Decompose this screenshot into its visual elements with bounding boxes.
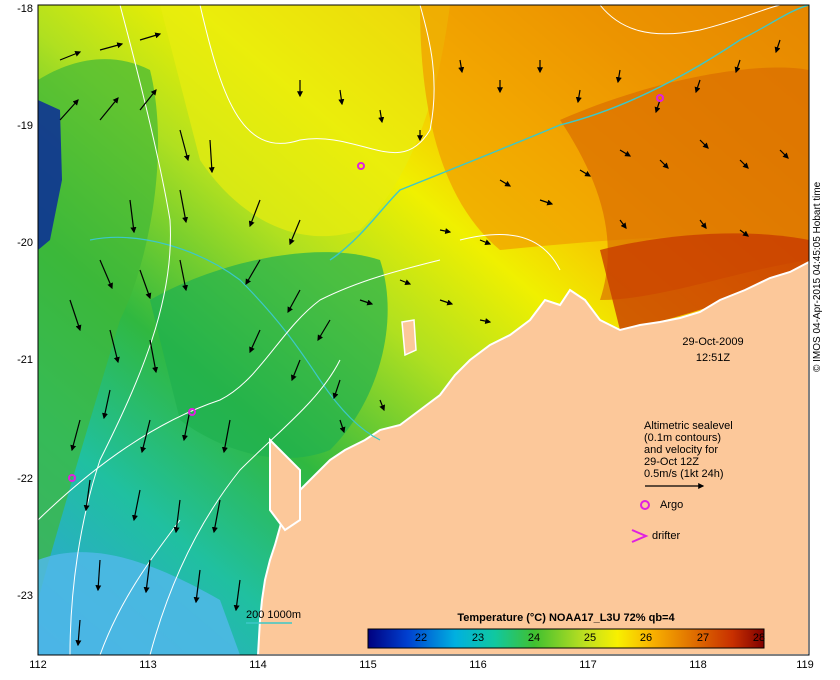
yellow-patch-north bbox=[160, 5, 450, 237]
lon-tick: 119 bbox=[796, 659, 814, 671]
isobath-200m bbox=[329, 5, 809, 261]
colorbar-tick: 22 bbox=[415, 632, 427, 644]
island bbox=[401, 319, 417, 357]
longitude-axis: 112 113 114 115 116 117 118 119 bbox=[29, 659, 814, 671]
credit-text: © IMOS 04-Apr-2015 04:45:05 Hobart time bbox=[812, 181, 823, 372]
lon-tick: 116 bbox=[469, 659, 487, 671]
isobath-legend-label: 200 1000m bbox=[246, 609, 301, 621]
latitude-axis: -18 -19 -20 -21 -22 -23 bbox=[17, 3, 33, 602]
legend-line-4: 29-Oct 12Z bbox=[644, 456, 699, 468]
lat-tick: -23 bbox=[17, 590, 33, 602]
argo-legend-label: Argo bbox=[660, 499, 683, 511]
land-mass bbox=[256, 260, 809, 655]
colorbar-tick: 28 bbox=[753, 632, 765, 644]
legend-line-5: 0.5m/s (1kt 24h) bbox=[644, 468, 723, 480]
lat-tick: -18 bbox=[17, 3, 33, 15]
sealevel-contours bbox=[38, 5, 781, 655]
lon-tick: 114 bbox=[249, 659, 267, 671]
argo-float-marker bbox=[656, 94, 664, 102]
lat-tick: -21 bbox=[17, 354, 33, 366]
colorbar-tick: 25 bbox=[584, 632, 596, 644]
colorbar bbox=[367, 628, 765, 649]
legend-line-1: Altimetric sealevel bbox=[644, 420, 733, 432]
cool-patch-southwest bbox=[38, 552, 240, 655]
lon-tick: 115 bbox=[359, 659, 377, 671]
colorbar-tick: 26 bbox=[640, 632, 652, 644]
lon-tick: 112 bbox=[29, 659, 47, 671]
colorbar-tick: 24 bbox=[528, 632, 540, 644]
colorbar-tick: 27 bbox=[697, 632, 709, 644]
map-frame bbox=[37, 4, 810, 656]
lon-tick: 118 bbox=[689, 659, 707, 671]
lat-tick: -22 bbox=[17, 473, 33, 485]
time-label: 12:51Z bbox=[696, 352, 731, 364]
argo-floats bbox=[68, 94, 664, 482]
argo-float-marker bbox=[357, 162, 365, 170]
cool-patch-west bbox=[38, 59, 159, 601]
lat-tick: -20 bbox=[17, 237, 33, 249]
hot-patch-coast bbox=[600, 233, 809, 330]
legend-line-3: and velocity for bbox=[644, 444, 718, 456]
velocity-arrows bbox=[59, 32, 789, 647]
lat-tick: -19 bbox=[17, 120, 33, 132]
date-label: 29-Oct-2009 bbox=[682, 336, 743, 348]
lon-tick: 117 bbox=[579, 659, 597, 671]
cold-patch-northwest bbox=[38, 100, 62, 250]
argo-float-marker bbox=[68, 474, 76, 482]
colorbar-tick-labels: 22 23 24 25 26 27 28 bbox=[415, 632, 765, 644]
isobath-1000m bbox=[89, 236, 381, 441]
argo-float-marker bbox=[188, 408, 196, 416]
drifter-legend-icon bbox=[631, 529, 649, 543]
map-plot-area: 200 1000m 29-Oct-2009 12:51Z Altimetric … bbox=[38, 5, 809, 655]
colorbar-title: Temperature (°C) NOAA17_L3U 72% qb=4 bbox=[457, 612, 675, 624]
argo-legend-icon bbox=[640, 500, 650, 510]
colorbar-tick: 23 bbox=[472, 632, 484, 644]
lon-tick: 113 bbox=[139, 659, 157, 671]
legend-line-2: (0.1m contours) bbox=[644, 432, 721, 444]
drifter-legend-label: drifter bbox=[652, 530, 680, 542]
coastline-inlet bbox=[269, 437, 301, 532]
